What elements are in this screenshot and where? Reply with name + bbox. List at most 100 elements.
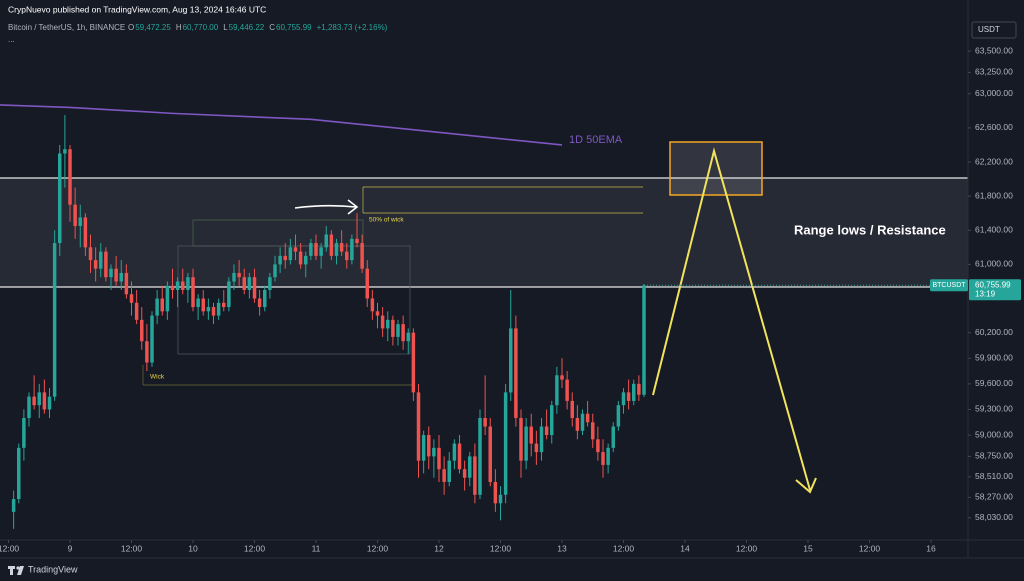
candle-body [457, 443, 462, 470]
change: +1,283.73 (+2.16%) [317, 23, 388, 32]
ohlc-label: L [223, 23, 228, 32]
ohlc-label: H [176, 23, 182, 32]
projection-arrow [652, 147, 811, 491]
candle-body [452, 443, 457, 461]
candle-body [632, 383, 636, 401]
currency-box[interactable] [971, 21, 1017, 39]
candle-body [503, 392, 508, 495]
candle-body [473, 456, 477, 495]
candle-body [498, 494, 503, 504]
candle-body [596, 439, 600, 453]
ohlc-label: C [269, 23, 275, 32]
x-tick-label: 12:00 [244, 543, 266, 553]
y-tick-label: 59,000.00 [975, 429, 1013, 439]
ohlc-value: 59,472.25 [135, 23, 171, 32]
symbol-label: BTCUSDT [932, 282, 966, 289]
candle-body [309, 243, 313, 256]
candle-body [273, 264, 277, 278]
candle-body [370, 298, 375, 312]
range-label: Range lows / Resistance [794, 222, 946, 237]
x-tick-label: 13 [557, 543, 567, 553]
symbol-box [930, 279, 968, 292]
candle-body [339, 243, 344, 252]
footer-brand: TradingView [28, 564, 78, 574]
y-tick-label: 59,600.00 [975, 378, 1013, 388]
candle-body [380, 315, 385, 329]
candle-body [539, 426, 544, 453]
x-tick-label: 12:00 [736, 543, 758, 553]
candle-body [232, 272, 236, 282]
countdown-label: 13:19 [975, 289, 996, 298]
candle-body [478, 417, 482, 495]
candle-body [242, 277, 246, 290]
candle-body [263, 290, 267, 308]
y-tick-label: 58,510.00 [975, 471, 1013, 481]
footer [0, 558, 1024, 581]
wick-drawings [142, 186, 643, 386]
candle-body [134, 302, 139, 320]
y-tick-label: 60,200.00 [975, 327, 1013, 337]
candle-body [283, 255, 287, 261]
candle-body [181, 281, 185, 290]
white-arrow [294, 204, 357, 209]
range-band [0, 178, 968, 287]
candle-body [160, 298, 164, 312]
candle-body [329, 234, 334, 256]
candle-body [575, 417, 580, 431]
candle-body [17, 447, 21, 500]
candle-body [175, 281, 180, 290]
candle-body [601, 452, 605, 465]
candle-body [360, 243, 364, 269]
y-tick-label: 61,800.00 [975, 190, 1013, 200]
candle-body [211, 307, 216, 316]
candle-body [227, 281, 231, 308]
candle-body [58, 153, 62, 244]
candle-body [27, 396, 31, 418]
arrow-head [347, 199, 359, 215]
candle-body [93, 260, 98, 269]
candle-body [129, 294, 134, 303]
candle-body [396, 324, 400, 337]
candle-body [155, 298, 159, 316]
x-tick-label: 12:00 [367, 543, 389, 553]
candle-body [514, 328, 518, 418]
candle-body [88, 247, 93, 261]
candle-body [509, 328, 513, 393]
more: ... [8, 35, 15, 44]
candle-body [186, 277, 190, 290]
candle-body [524, 426, 528, 461]
candle-body [37, 392, 41, 406]
candle-body [483, 417, 487, 427]
candle-body [78, 217, 82, 227]
x-tick-label: 14 [680, 543, 690, 553]
y-tick-label: 63,250.00 [975, 67, 1013, 77]
candle-body [560, 375, 564, 380]
candle-body [442, 469, 446, 482]
candle-body [216, 302, 221, 316]
target-box [669, 141, 763, 196]
y-tick-label: 59,300.00 [975, 404, 1013, 414]
candle-body [165, 285, 170, 312]
candle-body [411, 332, 416, 393]
candle-body [468, 456, 472, 478]
published: CrypNuevo published on TradingView.com, … [8, 4, 266, 14]
candle-body [22, 417, 26, 448]
candle-body [237, 272, 241, 278]
y-tick-label: 61,400.00 [975, 225, 1013, 235]
candle-body [324, 234, 328, 248]
candle-body [150, 315, 154, 363]
candle-body [304, 255, 308, 265]
candle-body [124, 272, 129, 295]
price-box [969, 279, 1021, 301]
half-wick-label: 50% of wick [369, 217, 404, 224]
candle-body [616, 405, 621, 427]
x-tick-label: 12:00 [859, 543, 881, 553]
x-tick-label: 10 [188, 543, 198, 553]
candle-body [488, 426, 492, 482]
candle-body [119, 272, 123, 282]
candle-body [447, 460, 451, 482]
x-tick-label: 16 [926, 543, 936, 553]
candle-body [365, 268, 369, 299]
